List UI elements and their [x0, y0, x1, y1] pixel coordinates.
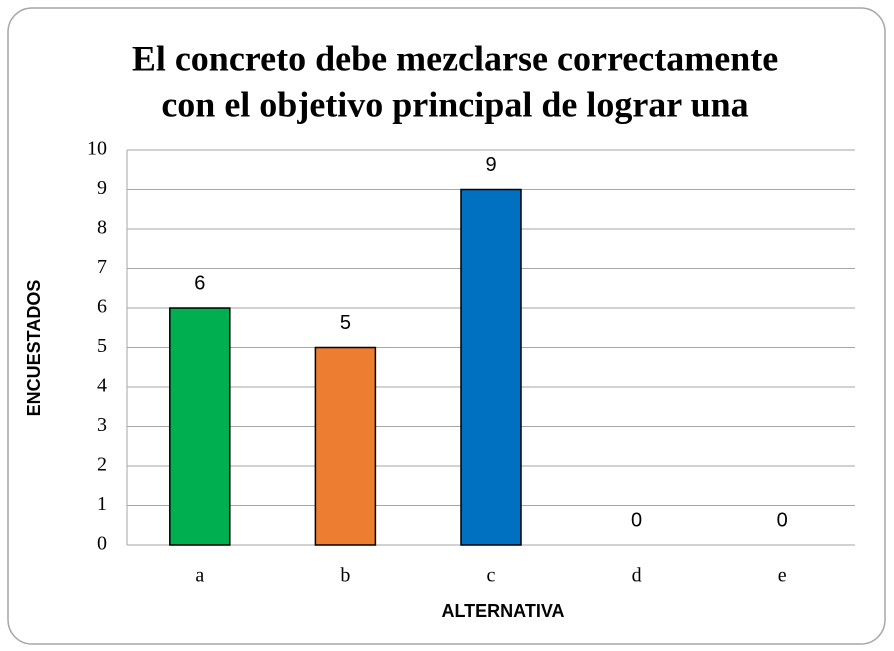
chart-title: con el objetivo principal de lograr una	[161, 84, 748, 124]
data-label: 6	[194, 272, 205, 294]
y-tick-label: 3	[97, 414, 107, 436]
y-tick-label: 2	[97, 454, 107, 476]
x-tick-label: c	[487, 565, 496, 587]
y-tick-label: 4	[97, 375, 107, 397]
y-tick-label: 7	[97, 256, 107, 278]
data-label: 0	[777, 509, 788, 531]
data-label: 9	[485, 154, 496, 176]
y-tick-label: 9	[97, 177, 107, 199]
bar	[314, 346, 377, 546]
x-axis-title: ALTERNATIVA	[442, 601, 565, 621]
data-label: 0	[631, 509, 642, 531]
data-label: 5	[340, 312, 351, 334]
y-tick-label: 0	[97, 533, 107, 555]
y-tick-label: 1	[97, 493, 107, 515]
y-axis-title: ENCUESTADOS	[24, 280, 44, 417]
y-tick-label: 6	[97, 296, 107, 318]
x-tick-label: a	[195, 565, 204, 587]
bar	[460, 188, 522, 546]
y-tick-label: 10	[87, 138, 107, 160]
bar	[169, 307, 231, 546]
x-tick-label: e	[778, 565, 787, 587]
x-tick-label: b	[340, 565, 350, 587]
x-tick-label: d	[632, 565, 642, 587]
y-tick-label: 8	[97, 217, 107, 239]
y-tick-label: 5	[97, 335, 107, 357]
chart-title: El concreto debe mezclarse correctamente	[132, 38, 778, 78]
